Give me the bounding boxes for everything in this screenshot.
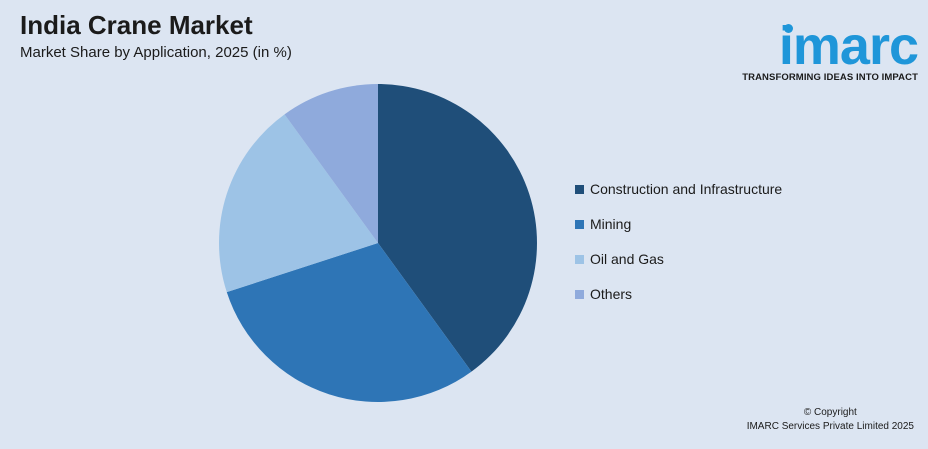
legend-label: Others — [590, 286, 633, 302]
legend-label: Construction and Infrastructure — [590, 181, 783, 197]
pie-slice-construction-and-infrastructure — [378, 84, 537, 372]
legend-swatch — [575, 254, 584, 264]
copyright-footer: © Copyright IMARC Services Private Limit… — [747, 406, 914, 434]
pie-slice-oil-and-gas — [218, 114, 378, 293]
logo-dot-icon — [783, 24, 793, 33]
imarc-logo: imarc TRANSFORMING IDEAS INTO IMPACT — [738, 8, 919, 84]
legend-swatch — [575, 289, 584, 299]
pie-slice-others — [284, 84, 378, 243]
chart-subtitle: Market Share by Application, 2025 (in %) — [20, 44, 292, 61]
legend-label: Mining — [590, 216, 632, 232]
legend-item: Oil and Gas — [575, 249, 782, 269]
legend-label: Oil and Gas — [590, 251, 664, 267]
logo-wordmark-text: imarc — [778, 16, 919, 76]
pie-slice-mining — [226, 243, 472, 402]
company-text: IMARC Services Private Limited 2025 — [746, 421, 914, 432]
logo-tagline: TRANSFORMING IDEAS INTO IMPACT — [742, 72, 918, 83]
copyright-text: © Copyright — [803, 407, 857, 418]
legend-item: Construction and Infrastructure — [575, 179, 782, 199]
legend-item: Mining — [575, 214, 782, 234]
legend-swatch — [575, 184, 584, 194]
chart-legend: Construction and Infrastructure Mining Oil… — [575, 179, 782, 319]
logo-wordmark: imarc — [779, 19, 919, 73]
legend-swatch — [575, 219, 584, 229]
chart-title: India Crane Market — [20, 10, 253, 40]
legend-item: Others — [575, 284, 782, 304]
